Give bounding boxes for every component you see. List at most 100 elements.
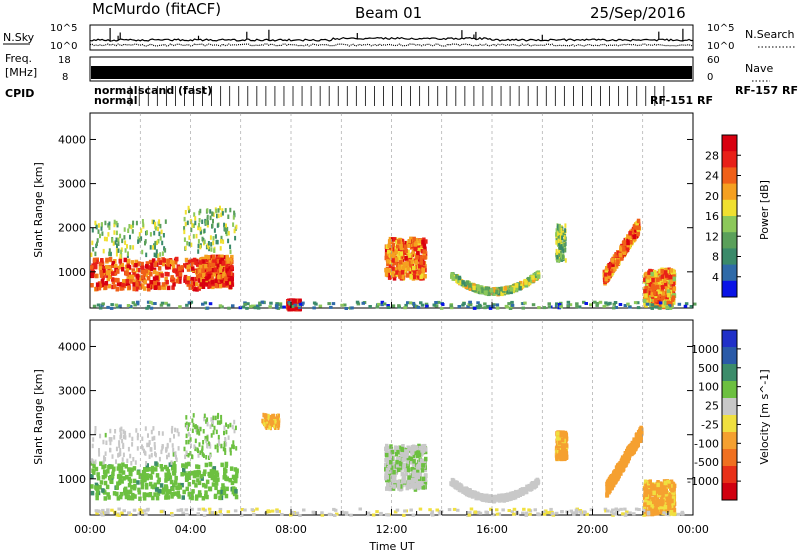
- range-cell: [117, 480, 122, 486]
- range-cell: [128, 495, 133, 501]
- range-cell: [392, 476, 397, 482]
- y-tick-label: 3000: [58, 178, 86, 191]
- range-cell: [104, 451, 107, 456]
- colorbar-segment: [722, 183, 737, 201]
- range-cell: [269, 424, 272, 430]
- range-cell: [149, 232, 152, 237]
- range-cell: [589, 303, 593, 307]
- range-cell: [532, 278, 536, 283]
- range-cell: [584, 302, 588, 305]
- range-cell: [407, 475, 411, 480]
- range-cell: [171, 443, 174, 448]
- range-cell: [97, 223, 100, 228]
- range-cell: [396, 251, 400, 256]
- range-cell: [293, 298, 297, 304]
- range-cell: [555, 250, 558, 256]
- range-cell: [220, 239, 222, 244]
- range-cell: [406, 301, 410, 305]
- range-cell: [115, 287, 119, 292]
- range-cell: [558, 252, 561, 257]
- range-cell: [458, 485, 462, 490]
- range-cell: [105, 484, 110, 490]
- range-cell: [210, 280, 215, 285]
- range-cell: [105, 236, 108, 242]
- range-cell: [141, 436, 144, 441]
- range-cell: [195, 427, 198, 433]
- range-cell: [392, 463, 396, 469]
- range-cell: [464, 284, 469, 289]
- range-cell: [112, 241, 115, 246]
- nsearch-hi: 10^5: [707, 23, 734, 34]
- range-cell: [153, 230, 156, 236]
- range-cell: [220, 235, 223, 241]
- scatter-patch: [183, 205, 238, 255]
- range-cell: [498, 494, 503, 499]
- range-cell: [375, 305, 380, 309]
- range-cell: [473, 306, 477, 310]
- range-cell: [111, 260, 115, 266]
- range-cell: [557, 235, 560, 241]
- range-cell: [162, 233, 165, 238]
- range-cell: [191, 489, 195, 494]
- range-cell: [159, 464, 163, 469]
- range-cell: [185, 303, 189, 307]
- range-cell: [158, 260, 163, 266]
- range-cell: [563, 435, 568, 441]
- range-cell: [173, 468, 177, 473]
- range-cell: [331, 302, 336, 306]
- range-cell: [192, 257, 197, 263]
- range-cell: [229, 257, 233, 263]
- range-cell: [227, 231, 230, 236]
- range-cell: [201, 262, 205, 267]
- range-cell: [214, 415, 217, 421]
- range-cell: [101, 464, 105, 470]
- range-cell: [139, 276, 143, 282]
- range-cell: [216, 448, 219, 453]
- range-cell: [401, 243, 405, 248]
- range-cell: [166, 303, 171, 307]
- range-cell: [95, 259, 99, 264]
- range-cell: [151, 302, 155, 306]
- range-cell: [398, 274, 402, 279]
- range-cell: [577, 305, 582, 309]
- range-cell: [231, 444, 234, 449]
- range-cell: [233, 228, 236, 234]
- range-cell: [386, 253, 391, 259]
- range-cell: [94, 426, 97, 431]
- range-cell: [118, 469, 122, 474]
- range-cell: [222, 273, 226, 279]
- range-cell: [107, 495, 111, 500]
- range-cell: [407, 239, 411, 244]
- range-cell: [643, 289, 647, 294]
- power-gridlines: [139, 113, 644, 308]
- range-cell: [102, 439, 105, 445]
- range-cell: [201, 219, 204, 224]
- range-cell: [216, 420, 219, 425]
- range-cell: [314, 302, 318, 306]
- range-cell: [177, 446, 180, 451]
- freq-trace: [91, 66, 692, 79]
- range-cell: [119, 435, 122, 440]
- range-cell: [156, 253, 159, 258]
- range-cell: [148, 454, 151, 459]
- range-cell: [189, 437, 192, 442]
- range-cell: [182, 468, 186, 473]
- range-cell: [225, 256, 229, 261]
- range-cell: [157, 488, 162, 494]
- range-cell: [425, 304, 429, 308]
- range-cell: [180, 472, 184, 477]
- range-cell: [194, 438, 197, 444]
- range-cell: [555, 232, 558, 237]
- range-cell: [402, 462, 407, 468]
- range-cell: [537, 306, 541, 310]
- cpid-change-marks: [129, 86, 665, 106]
- range-cell: [495, 306, 500, 310]
- range-cell: [558, 449, 562, 455]
- range-cell: [154, 487, 159, 492]
- range-cell: [536, 274, 541, 279]
- scatter-patch: [91, 425, 180, 466]
- range-cell: [112, 491, 117, 496]
- range-cell: [564, 450, 569, 456]
- range-cell: [114, 429, 117, 434]
